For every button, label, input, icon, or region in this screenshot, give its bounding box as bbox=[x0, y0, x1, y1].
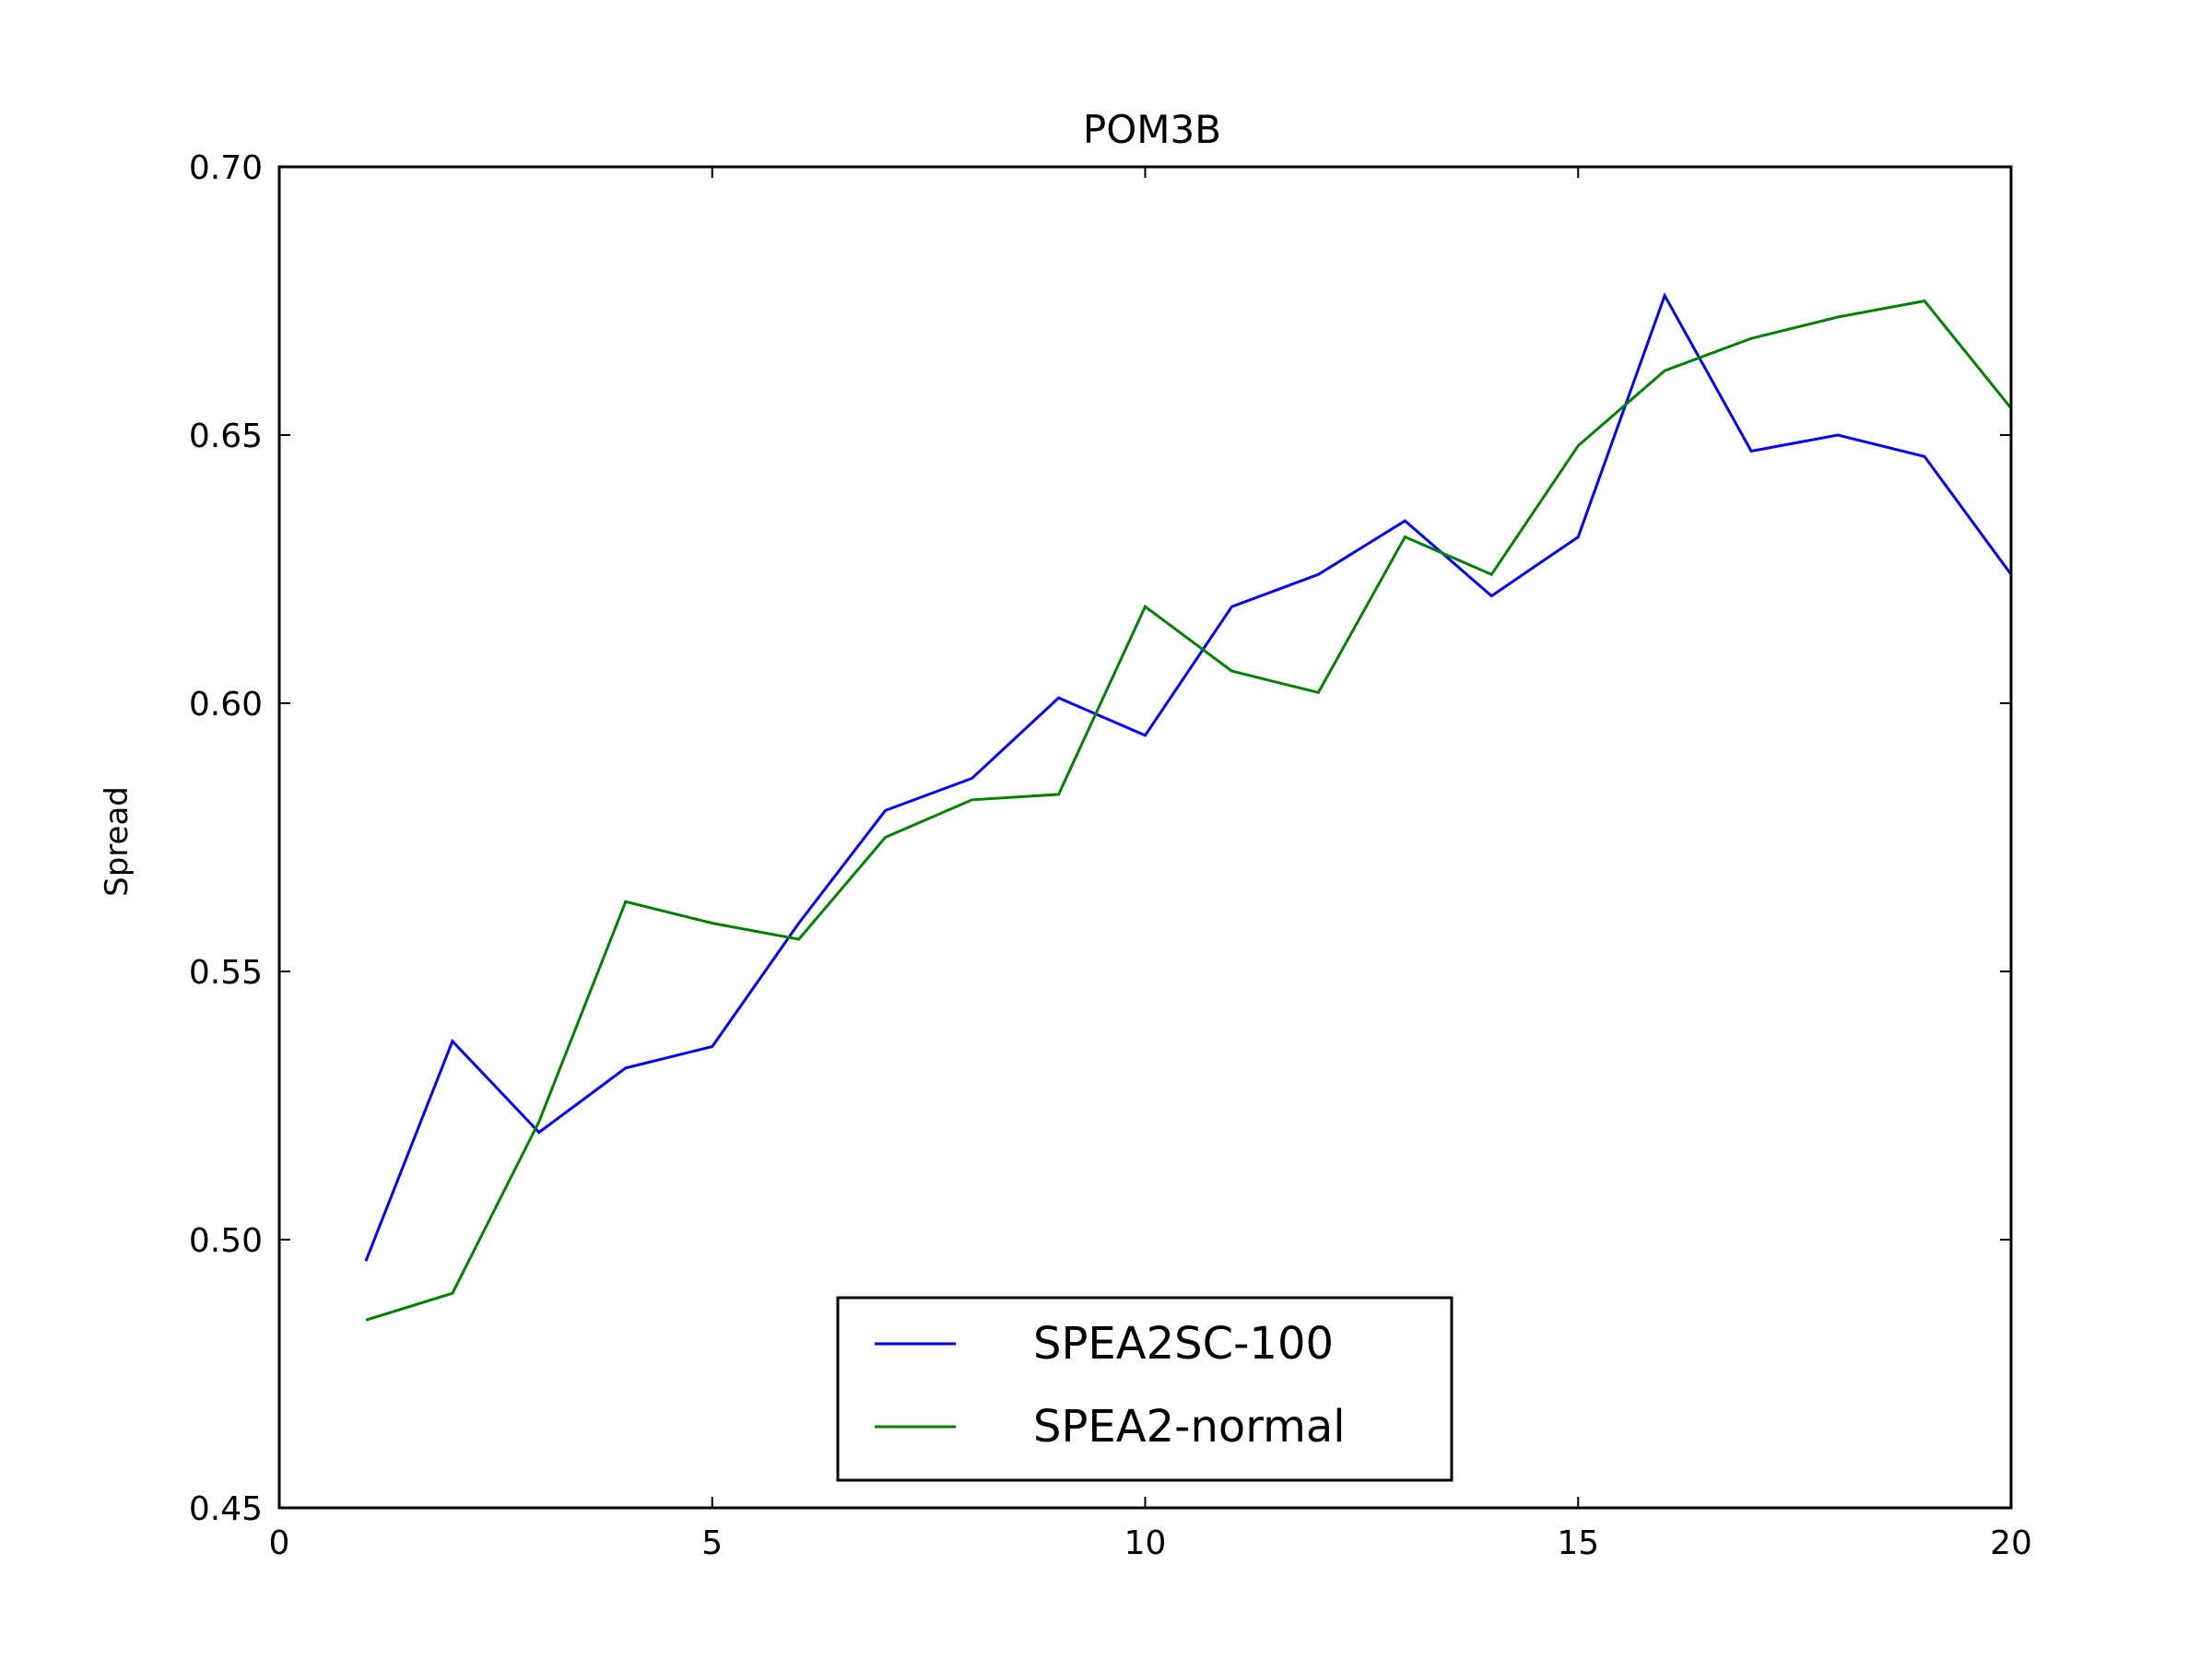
series-line-1 bbox=[364, 292, 2013, 1262]
x-tick-label: 20 bbox=[1990, 1524, 2032, 1562]
y-tick-label: 0.60 bbox=[189, 686, 263, 724]
plot-lines bbox=[364, 292, 2013, 1322]
y-tick-label: 0.50 bbox=[189, 1222, 263, 1260]
x-tick-label: 5 bbox=[701, 1524, 723, 1562]
tick-labels: 0 5 10 15 20 0.45 0.50 0.55 0.60 0.65 0.70 bbox=[189, 149, 2032, 1562]
series-line-2 bbox=[365, 299, 2013, 1322]
chart-title: POM3B bbox=[1083, 107, 1221, 152]
y-tick-label: 0.55 bbox=[189, 954, 263, 992]
x-tick-label: 0 bbox=[269, 1524, 290, 1562]
legend-label: SPEA2SC-100 bbox=[1033, 1318, 1334, 1370]
legend-box bbox=[836, 1296, 1453, 1482]
legend: SPEA2SC-100 SPEA2-normal bbox=[836, 1296, 1453, 1482]
y-tick-label: 0.70 bbox=[189, 149, 263, 187]
y-tick-label: 0.45 bbox=[189, 1490, 263, 1528]
x-tick-label: 10 bbox=[1124, 1524, 1167, 1562]
plot-frame bbox=[277, 165, 2013, 1510]
y-tick-label: 0.65 bbox=[189, 418, 263, 455]
x-tick-label: 15 bbox=[1557, 1524, 1599, 1562]
legend-label: SPEA2-normal bbox=[1033, 1401, 1346, 1453]
y-axis-label: Spread bbox=[99, 786, 135, 897]
